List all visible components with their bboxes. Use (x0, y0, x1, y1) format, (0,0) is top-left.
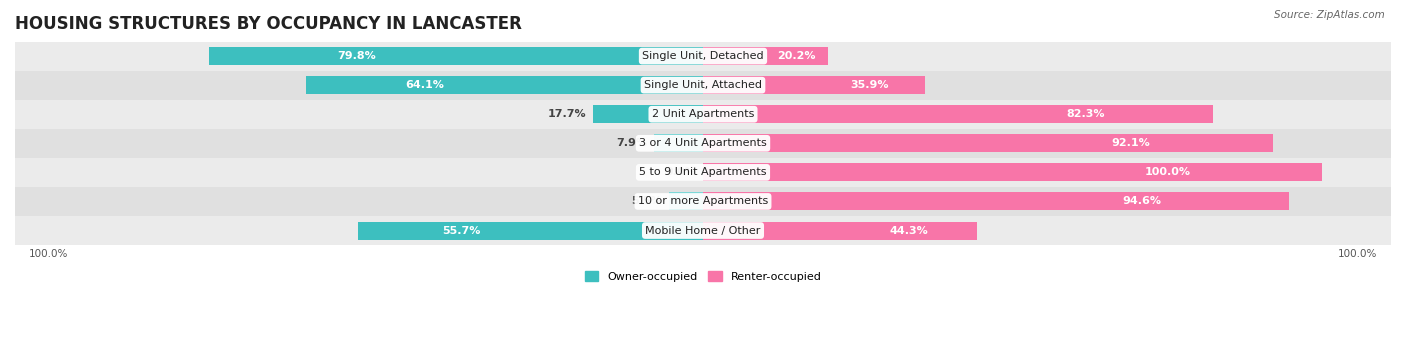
Bar (703, 105, 1212, 123)
Bar (703, 47, 828, 65)
Text: 7.9%: 7.9% (616, 138, 647, 148)
Text: 5.5%: 5.5% (631, 196, 662, 206)
Text: 20.2%: 20.2% (778, 51, 815, 61)
Text: Mobile Home / Other: Mobile Home / Other (645, 225, 761, 236)
Text: Single Unit, Detached: Single Unit, Detached (643, 51, 763, 61)
Bar (307, 76, 703, 94)
Bar (703, 134, 1274, 152)
Text: 100.0%: 100.0% (1339, 249, 1378, 258)
Text: 94.6%: 94.6% (1123, 196, 1161, 206)
Bar (15, 42, 1391, 71)
Bar (15, 216, 1391, 245)
Bar (359, 222, 703, 239)
Legend: Owner-occupied, Renter-occupied: Owner-occupied, Renter-occupied (581, 267, 825, 286)
Text: Single Unit, Attached: Single Unit, Attached (644, 80, 762, 90)
Bar (15, 187, 1391, 216)
Bar (209, 47, 703, 65)
Bar (15, 71, 1391, 100)
Text: 0.0%: 0.0% (665, 167, 696, 177)
Text: 10 or more Apartments: 10 or more Apartments (638, 196, 768, 206)
Text: 64.1%: 64.1% (406, 80, 444, 90)
Bar (654, 134, 703, 152)
Text: 79.8%: 79.8% (337, 51, 377, 61)
Text: Source: ZipAtlas.com: Source: ZipAtlas.com (1274, 10, 1385, 20)
Text: 44.3%: 44.3% (890, 225, 928, 236)
Bar (703, 163, 1322, 181)
Text: 35.9%: 35.9% (851, 80, 889, 90)
Bar (703, 76, 925, 94)
Text: 55.7%: 55.7% (443, 225, 481, 236)
Bar (15, 129, 1391, 158)
Text: 100.0%: 100.0% (1144, 167, 1191, 177)
Text: 100.0%: 100.0% (28, 249, 67, 258)
Bar (703, 192, 1289, 210)
Text: HOUSING STRUCTURES BY OCCUPANCY IN LANCASTER: HOUSING STRUCTURES BY OCCUPANCY IN LANCA… (15, 15, 522, 33)
Bar (593, 105, 703, 123)
Bar (15, 158, 1391, 187)
Text: 92.1%: 92.1% (1111, 138, 1150, 148)
Bar (15, 100, 1391, 129)
Text: 17.7%: 17.7% (548, 109, 586, 119)
Text: 2 Unit Apartments: 2 Unit Apartments (652, 109, 754, 119)
Text: 3 or 4 Unit Apartments: 3 or 4 Unit Apartments (640, 138, 766, 148)
Text: 5 to 9 Unit Apartments: 5 to 9 Unit Apartments (640, 167, 766, 177)
Text: 82.3%: 82.3% (1066, 109, 1105, 119)
Bar (703, 222, 977, 239)
Bar (669, 192, 703, 210)
